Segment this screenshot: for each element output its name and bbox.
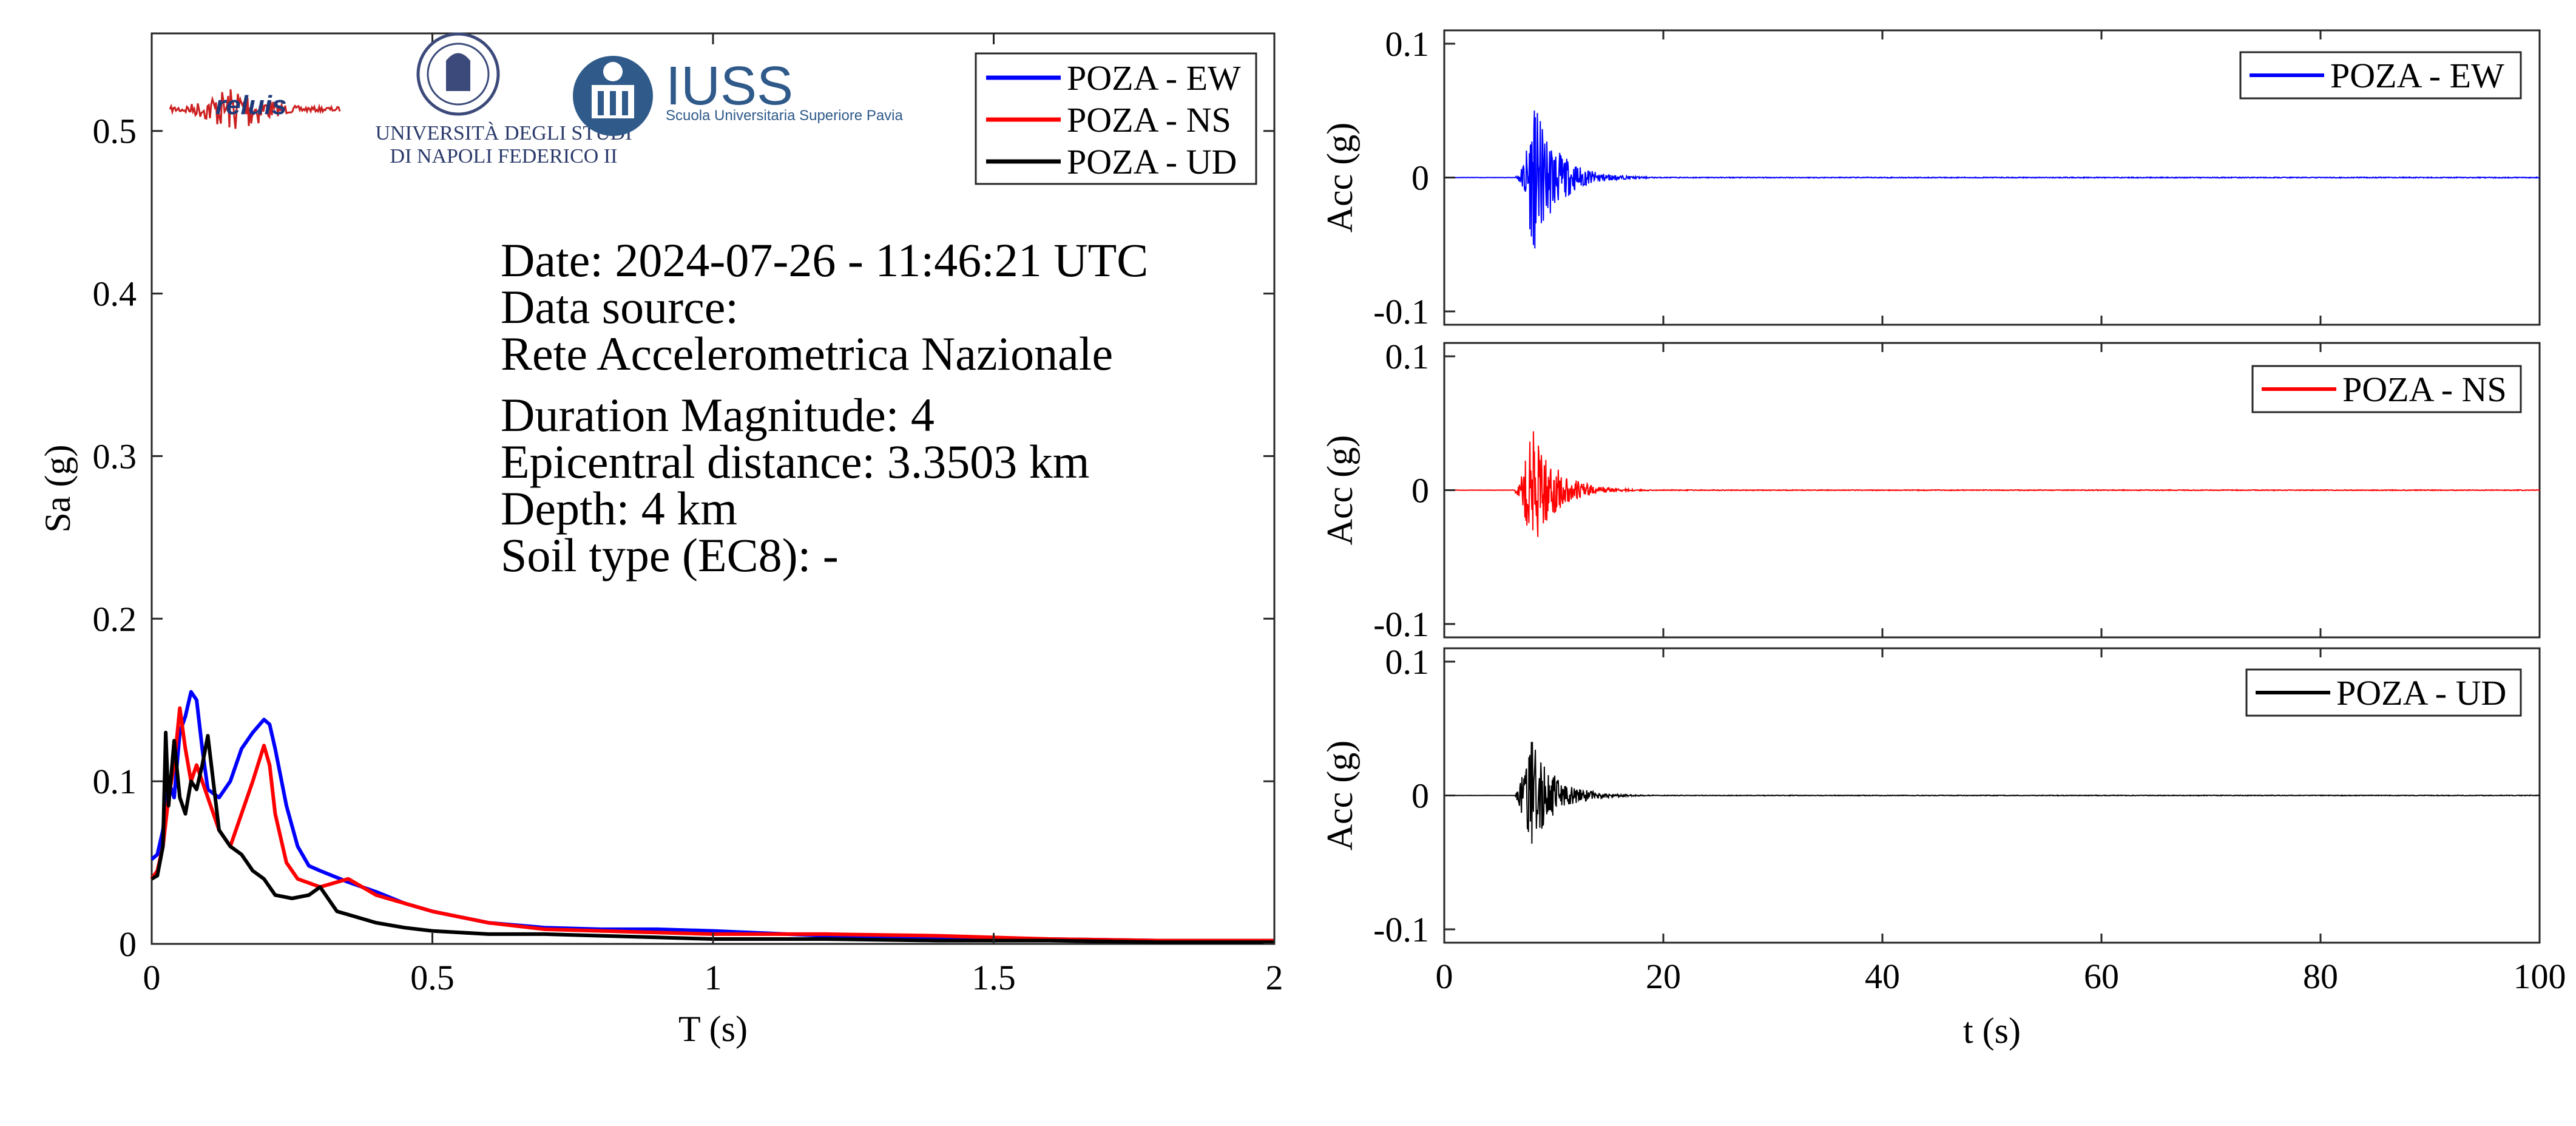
acc-x-tick-label: 40 [1865,957,1900,996]
acc-y-tick-label: -0.1 [1373,605,1429,644]
spectrum-x-tick-label: 1 [705,958,722,997]
acc-y-tick-label: 0.1 [1385,642,1430,682]
info-date: Date: 2024-07-26 - 11:46:21 UTC [501,234,1148,287]
acc-legend-label: POZA - EW [2330,56,2504,95]
acc-x-tick-label: 60 [2084,957,2119,996]
spectrum-y-label: Sa (g) [38,445,78,533]
reluis-logo: reluis [169,89,341,129]
legend-label-ns: POZA - NS [1067,100,1231,140]
reluis-wave-icon [169,89,341,129]
spectrum-y-tick-label: 0.2 [93,599,137,639]
acc-y-label: Acc (g) [1320,741,1360,851]
event-info: Date: 2024-07-26 - 11:46:21 UTC Data sou… [501,234,1148,582]
info-soil: Soil type (EC8): - [501,529,839,582]
spectrum-y-tick-label: 0.4 [93,274,137,314]
info-depth: Depth: 4 km [501,482,737,535]
acc-y-label: Acc (g) [1320,123,1360,233]
spectrum-y-tick-label: 0.5 [93,112,137,151]
acc-trace-1 [1444,110,2540,249]
unina-logo: UNIVERSITÀ DEGLI STUDI DI NAPOLI FEDERIC… [375,32,632,168]
acc-legend-label: POZA - NS [2342,370,2507,409]
acc-panel-1: -0.1 0 0.1 Acc (g) POZA - EW [1320,24,2541,331]
iuss-text: IUSS [666,56,793,117]
legend-label-ew: POZA - EW [1067,58,1241,98]
spectrum-axes-box [150,32,1276,945]
iuss-subtitle: Scuola Universitaria Superiore Pavia [666,107,904,124]
info-source: Rete Accelerometrica Nazionale [501,327,1113,380]
acc-y-tick-label: -0.1 [1373,292,1429,331]
acc-y-tick-label: -0.1 [1373,910,1429,949]
spectrum-x-tick-label: 1.5 [972,958,1016,997]
acc-x-tick-label: 20 [1646,957,1681,996]
spectrum-x-tick-label: 0 [143,958,161,997]
acc-x-tick-label: 80 [2303,957,2338,996]
acc-x-tick-label: 0 [1436,957,1453,996]
spectrum-y-tick-label: 0 [119,924,137,964]
acc-trace-3 [1444,742,2540,844]
spectrum-y-tick-label: 0.3 [93,436,137,476]
reluis-logo-text: reluis [215,90,286,120]
spectrum-x-label: T (s) [678,1009,748,1049]
spectrum-x-tick-label: 0.5 [410,958,455,997]
acc-panel-2: -0.1 0 0.1 Acc (g) POZA - NS [1320,337,2541,644]
legend-label-ud: POZA - UD [1067,142,1237,181]
acc-x-tick-label: 100 [2513,957,2566,996]
acc-y-tick-label: 0 [1411,776,1429,816]
spectrum-x-tick-label: 2 [1266,958,1283,997]
spectrum-y-tick-label: 0.1 [93,762,137,801]
spectrum-ticks: 0 0.5 1 1.5 2 0 0.1 0.2 0.3 0.4 0.5 [93,33,1283,997]
spectrum-line-ns [150,706,1274,943]
info-distance: Epicentral distance: 3.3503 km [501,435,1089,488]
unina-seal-icon [416,32,500,116]
info-source-label: Data source: [501,280,739,333]
unina-line2: DI NAPOLI FEDERICO II [390,145,618,168]
spectrum-lines [150,690,1274,945]
spectrum-line-ud [150,730,1274,945]
spectrum-legend: POZA - EW POZA - NS POZA - UD [975,52,1257,185]
acc-y-tick-label: 0.1 [1385,24,1430,64]
acc-trace-2 [1444,431,2540,537]
info-magnitude: Duration Magnitude: 4 [501,388,935,441]
acc-y-tick-label: 0 [1411,471,1429,510]
spectrum-line-ew [150,690,1274,943]
acc-legend-label: POZA - UD [2336,673,2506,713]
iuss-logo: IUSS Scuola Universitaria Superiore Pavi… [573,56,904,136]
acc-y-tick-label: 0 [1411,158,1429,198]
acc-y-label: Acc (g) [1320,435,1360,546]
spectrum-plot: 0 0.5 1 1.5 2 0 0.1 0.2 0.3 0.4 0.5 T (s) Sa (g) r… [38,32,1283,1049]
acc-y-tick-label: 0.1 [1385,337,1430,376]
acc-x-label: t (s) [1963,1011,2021,1051]
